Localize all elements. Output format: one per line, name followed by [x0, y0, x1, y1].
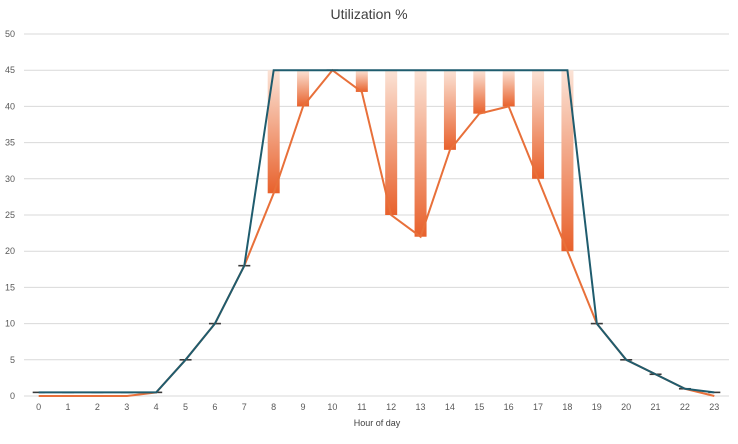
y-tick-label: 35: [5, 138, 15, 148]
range-bar: [297, 70, 310, 107]
y-tick-label: 45: [5, 65, 15, 75]
range-bar: [267, 70, 280, 194]
x-tick-label: 16: [504, 402, 514, 412]
x-tick-label: 7: [242, 402, 247, 412]
y-tick-label: 0: [10, 391, 15, 401]
range-bar: [385, 70, 398, 215]
x-axis-ticks: 0 1 2 3 4 5 6 7 8 9 10 11 12 13 14 15 16 17 18 19 20 21 22 23: [36, 402, 719, 412]
y-tick-label: 50: [5, 29, 15, 39]
x-tick-label: 13: [416, 402, 426, 412]
x-tick-label: 10: [327, 402, 337, 412]
x-tick-label: 23: [709, 402, 719, 412]
series-lines: [38, 68, 715, 397]
y-tick-label: 30: [5, 174, 15, 184]
series-line: [38, 68, 715, 397]
y-tick-label: 10: [5, 319, 15, 329]
range-bar: [355, 70, 368, 92]
y-tick-label: 25: [5, 210, 15, 220]
y-tick-label: 20: [5, 246, 15, 256]
range-bar: [561, 70, 574, 252]
x-tick-label: 21: [651, 402, 661, 412]
chart-title: Utilization %: [330, 6, 407, 22]
x-tick-label: 12: [386, 402, 396, 412]
range-bar: [473, 70, 486, 114]
x-tick-label: 4: [154, 402, 159, 412]
x-tick-label: 5: [183, 402, 188, 412]
y-tick-label: 40: [5, 101, 15, 111]
x-tick-label: 6: [212, 402, 217, 412]
x-tick-label: 22: [680, 402, 690, 412]
x-tick-label: 3: [124, 402, 129, 412]
x-tick-label: 8: [271, 402, 276, 412]
range-bars: [32, 69, 721, 394]
x-axis-label: Hour of day: [354, 418, 401, 428]
x-tick-label: 0: [36, 402, 41, 412]
range-bar: [502, 70, 515, 107]
x-tick-label: 19: [592, 402, 602, 412]
x-tick-label: 1: [66, 402, 71, 412]
series-line: [38, 69, 715, 394]
x-tick-label: 11: [357, 402, 366, 412]
x-tick-label: 20: [621, 402, 631, 412]
x-tick-label: 17: [533, 402, 543, 412]
range-bar: [532, 70, 545, 179]
x-tick-label: 18: [562, 402, 572, 412]
y-tick-label: 15: [5, 282, 15, 292]
x-tick-label: 15: [474, 402, 484, 412]
y-axis-ticks: 0 5 10 15 20 25 30 35 40 45 50: [5, 29, 15, 401]
x-tick-label: 2: [95, 402, 100, 412]
x-tick-label: 9: [301, 402, 306, 412]
range-bar: [443, 70, 456, 150]
range-bar: [414, 70, 427, 237]
gridlines: [24, 33, 729, 397]
x-tick-label: 14: [445, 402, 455, 412]
y-tick-label: 5: [10, 355, 15, 365]
